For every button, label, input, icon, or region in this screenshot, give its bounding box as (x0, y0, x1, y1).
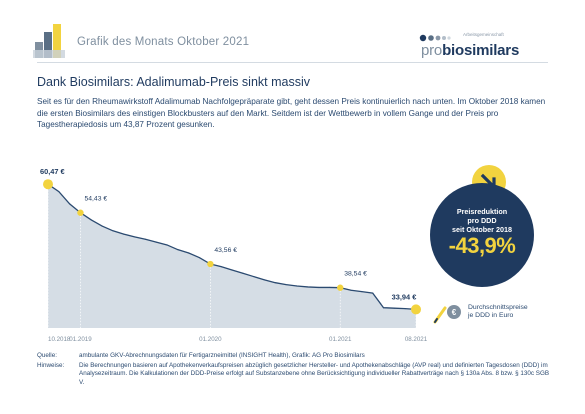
header-divider (37, 62, 548, 63)
price-area-fill (48, 184, 416, 328)
data-point (188, 252, 190, 254)
badge-line-2: pro DDD (467, 216, 497, 225)
reduction-badge: Preisreduktion pro DDD seit Oktober 2018… (430, 183, 534, 287)
footer-source: Quelle: ambulante GKV-Abrechnungsdaten f… (37, 352, 553, 360)
x-tick-label: 10.2018 (48, 336, 71, 343)
data-point (133, 236, 136, 238)
data-point (155, 241, 157, 243)
footer: Quelle: ambulante GKV-Abrechnungsdaten f… (37, 352, 553, 389)
x-tick-label: 01.2020 (199, 336, 222, 343)
data-point (253, 275, 255, 278)
data-label: 54,43 € (84, 196, 107, 203)
badge-line-3: seit Oktober 2018 (452, 225, 512, 234)
data-label: 60,47 € (40, 167, 65, 176)
annotated-point (43, 179, 53, 190)
data-point (166, 244, 168, 246)
data-point (263, 279, 266, 281)
header: Grafik des Monats Oktober 2021 Arbeitsge… (0, 0, 585, 62)
brand-name: probiosimilars (421, 42, 519, 59)
brand-name-bold: biosimilars (442, 42, 520, 59)
brand-logo: Arbeitsgemeinschaft probiosimilars (399, 30, 549, 60)
data-point (317, 286, 320, 289)
header-title: Grafik des Monats Oktober 2021 (77, 36, 250, 48)
source-label: Quelle: (37, 352, 57, 359)
x-tick-label: 01.2021 (329, 336, 352, 343)
data-point (101, 225, 103, 227)
annotated-point (337, 284, 344, 291)
data-point (242, 272, 244, 274)
brand-dots-icon (419, 34, 451, 42)
legend-note: Durchschnittspreise je DDD in Euro (468, 304, 528, 320)
data-label: 38,54 € (344, 271, 367, 278)
data-point (372, 292, 374, 294)
data-point (177, 249, 179, 251)
brand-small-text: Arbeitsgemeinschaft (463, 32, 504, 37)
data-label: 43,56 € (214, 247, 237, 254)
data-point (123, 233, 125, 235)
annotated-point (77, 209, 84, 216)
data-point (90, 219, 92, 221)
data-point (112, 230, 114, 232)
badge-line-1: Preisreduktion (456, 207, 508, 216)
pen-euro-coin-icon: € (433, 305, 461, 324)
legend-note-line-1: Durchschnittspreise (468, 304, 528, 311)
brand-name-light: pro (421, 42, 443, 59)
data-point (328, 286, 331, 289)
data-point (69, 203, 71, 205)
data-point (393, 307, 395, 309)
data-point (274, 282, 276, 284)
bar-chart-logo-icon (33, 24, 65, 58)
data-point (198, 257, 201, 259)
data-point (404, 308, 406, 310)
legend-note-line-2: je DDD in Euro (468, 312, 514, 320)
data-point (144, 238, 147, 240)
x-tick-label: 01.2019 (69, 336, 92, 343)
annotated-point (207, 260, 214, 268)
svg-text:€: € (452, 308, 457, 317)
headline: Dank Biosimilars: Adalimumab-Preis sinkt… (37, 75, 310, 89)
source-text: ambulante GKV-Abrechnungsdaten für Ferti… (79, 352, 365, 359)
data-point (220, 266, 222, 268)
data-point (231, 269, 233, 271)
data-point (285, 283, 287, 286)
x-tick-label: 08.2021 (405, 336, 428, 343)
notes-text: Die Berechnungen basieren auf Apothekenv… (79, 362, 550, 386)
data-point (382, 307, 385, 309)
intro-text: Seit es für den Rheumawirkstoff Adalimum… (37, 97, 546, 130)
data-point (58, 191, 60, 193)
data-label: 33,94 € (392, 292, 417, 301)
footer-notes: Hinweise: Die Berechnungen basieren auf … (37, 362, 553, 387)
data-point (296, 285, 298, 287)
data-point (350, 289, 352, 291)
data-point (361, 291, 363, 293)
badge-value: -43,9% (448, 233, 516, 258)
data-point (307, 286, 309, 288)
annotated-point (411, 304, 421, 315)
notes-label: Hinweise: (37, 362, 65, 370)
